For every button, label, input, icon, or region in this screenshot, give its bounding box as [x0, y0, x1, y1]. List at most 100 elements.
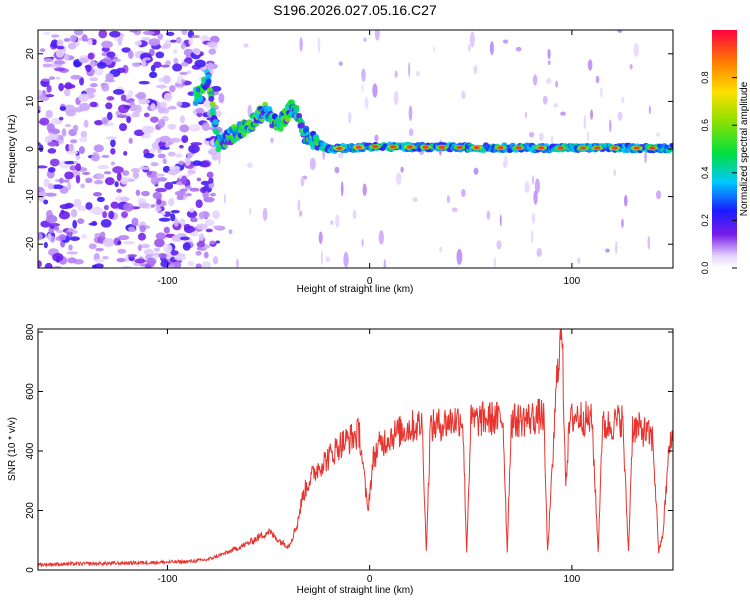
spectrogram-blob — [110, 201, 119, 209]
spectrogram-ytick-label: 20 — [25, 48, 36, 60]
spectrogram-blob — [51, 184, 64, 190]
spectrogram-blob — [104, 177, 115, 186]
spectrogram-blob — [85, 177, 93, 184]
spectrogram-blob — [87, 39, 93, 46]
spectrogram-blob — [38, 260, 42, 268]
spectrogram-blob — [110, 148, 116, 155]
spectrogram-blob — [218, 149, 221, 165]
spectrogram-ytick-label: 0 — [25, 146, 36, 152]
spectrogram-blob — [196, 96, 203, 103]
spectrogram-blob — [109, 30, 121, 38]
colorbar-tick-label: 0.2 — [700, 214, 710, 227]
spectrogram-blob — [362, 183, 367, 196]
spectrogram-blob — [68, 143, 74, 152]
spectrogram-blob — [542, 95, 548, 105]
spectrogram-blob — [102, 211, 107, 219]
spectrogram-blob — [102, 255, 109, 260]
spectrogram-blob — [78, 93, 90, 102]
spectrogram-blob — [155, 232, 166, 240]
spectrogram-blob — [243, 43, 249, 48]
spectrogram-blob — [451, 207, 458, 213]
spectrogram-blob — [69, 236, 80, 241]
spectrogram-blob — [65, 109, 76, 117]
spectrogram-blob — [123, 202, 134, 212]
spectrogram-blob — [116, 172, 122, 182]
spectrogram-blob — [47, 148, 57, 154]
spectrogram-blob — [158, 77, 164, 83]
spectrogram-blob — [179, 218, 186, 227]
spectrogram-blob — [168, 263, 176, 268]
spectrogram-blob — [277, 125, 284, 132]
spectrogram-blob — [44, 192, 57, 197]
snr-panel: -100 0 100 0 200 400 600 800 Height of straight… — [7, 323, 674, 596]
spectrogram-blob — [87, 209, 100, 213]
spectrogram-blob — [162, 158, 167, 165]
spectrogram-blob — [43, 178, 50, 188]
spectrogram-blob — [58, 116, 64, 121]
snr-ytick-label: 600 — [25, 383, 36, 400]
spectrogram-blob — [75, 174, 81, 184]
spectrogram-blob — [188, 124, 201, 132]
spectrogram-blob — [143, 248, 154, 256]
spectrogram-blob — [73, 160, 79, 164]
spectrogram-blob — [195, 107, 204, 114]
spectrogram-blob — [85, 64, 92, 73]
spectrogram-blob — [188, 207, 195, 213]
spectrogram-blob — [600, 87, 603, 98]
spectrogram-blob — [158, 140, 167, 148]
spectrogram-blob — [96, 62, 107, 69]
spectrogram-blob — [583, 114, 587, 130]
spectrogram-blob — [126, 115, 132, 124]
spectrogram-blob — [557, 146, 564, 150]
spectrogram-blob — [515, 146, 522, 150]
spectrogram-blob — [154, 238, 165, 248]
spectrogram-blob — [303, 125, 310, 132]
snr-xlabel: Height of straight line (km) — [297, 585, 414, 596]
spectrogram-blob — [213, 129, 220, 136]
spectrogram-blob — [209, 192, 216, 197]
spectrogram-blob — [546, 77, 552, 85]
spectrogram-blob — [150, 204, 155, 208]
spectrogram-blob — [590, 109, 594, 120]
spectrogram-blob — [318, 231, 323, 244]
spectrogram-blob — [298, 122, 305, 129]
spectrogram-blob — [102, 237, 112, 247]
spectrogram-blob — [70, 208, 78, 218]
spectrogram-blob — [150, 103, 156, 111]
spectrogram-blob — [174, 254, 186, 261]
spectrogram-blob — [79, 76, 85, 86]
spectrogram-blob — [644, 150, 647, 164]
snr-ticks: -100 0 100 0 200 400 600 800 — [25, 323, 673, 585]
spectrogram-blob — [496, 240, 502, 250]
spectrogram-blob — [133, 129, 145, 137]
spectrogram-blob — [176, 101, 183, 107]
spectrogram-blob — [153, 247, 160, 252]
spectrogram-blob — [493, 257, 496, 268]
spectrogram-blob — [131, 217, 139, 227]
spectrogram-blob — [128, 137, 133, 144]
spectrogram-blob — [83, 119, 89, 128]
spectrogram-blob — [180, 42, 186, 50]
spectrogram-blob — [165, 60, 172, 66]
spectrogram-blob — [390, 145, 397, 149]
spectrogram-blob — [157, 177, 168, 182]
spectrogram-blob — [338, 61, 343, 66]
spectrogram-blob — [56, 45, 65, 50]
spectrogram-blob — [134, 258, 147, 264]
spectrogram-blob — [400, 166, 404, 173]
spectrogram-blob — [155, 187, 167, 193]
spectrogram-blob — [502, 39, 509, 44]
colorbar-tick-label: 0.0 — [700, 262, 710, 275]
spectrogram-blob — [335, 214, 340, 228]
spectrogram-blob — [110, 161, 115, 166]
spectrogram-blob — [116, 257, 126, 263]
spectrogram-blob — [539, 132, 544, 142]
spectrogram-blob — [473, 65, 478, 75]
spectrogram-blob — [114, 181, 119, 188]
spectrogram-blob — [393, 90, 399, 106]
spectrogram-blob — [150, 176, 160, 185]
spectrogram-blob — [118, 123, 128, 132]
snr-series-line — [38, 329, 673, 569]
spectrogram-blob — [580, 146, 587, 150]
spectrogram-blob — [176, 194, 184, 201]
